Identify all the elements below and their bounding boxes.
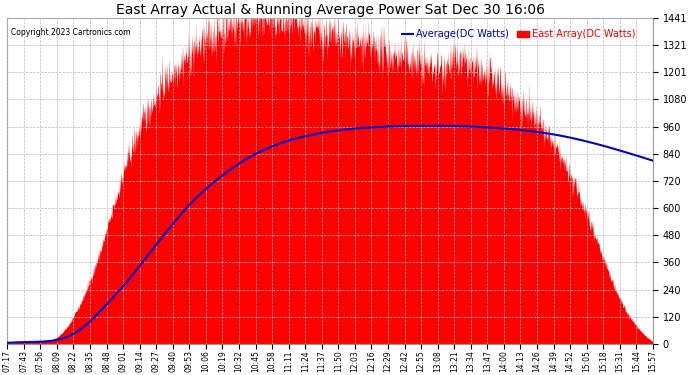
Legend: Average(DC Watts), East Array(DC Watts): Average(DC Watts), East Array(DC Watts): [402, 29, 635, 39]
Title: East Array Actual & Running Average Power Sat Dec 30 16:06: East Array Actual & Running Average Powe…: [116, 3, 544, 17]
Text: Copyright 2023 Cartronics.com: Copyright 2023 Cartronics.com: [10, 28, 130, 37]
